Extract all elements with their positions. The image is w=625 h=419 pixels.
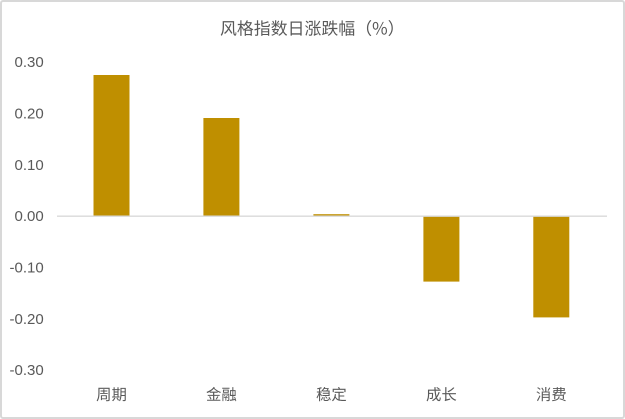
svg-text:-0.20: -0.20 [9, 311, 43, 328]
svg-text:-0.10: -0.10 [9, 260, 43, 277]
svg-text:0.30: 0.30 [14, 54, 43, 71]
svg-text:0.00: 0.00 [14, 208, 43, 225]
svg-text:0.20: 0.20 [14, 106, 43, 123]
svg-text:-0.30: -0.30 [9, 362, 43, 379]
svg-text:0.10: 0.10 [14, 157, 43, 174]
